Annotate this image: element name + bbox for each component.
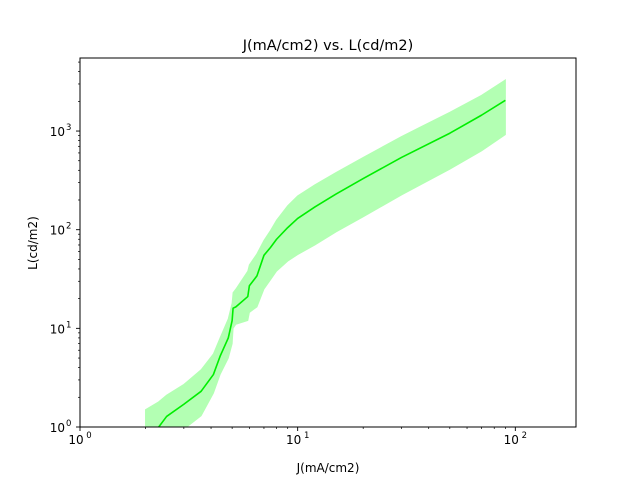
y-tick-label-exponent: 1 (66, 320, 71, 330)
x-tick-label: 10 (286, 433, 301, 447)
x-axis-label: J(mA/cm2) (296, 461, 360, 475)
chart-title: J(mA/cm2) vs. L(cd/m2) (242, 38, 414, 54)
series-line-0 (157, 99, 506, 427)
y-tick-label: 10 (50, 125, 65, 139)
series-lines (157, 99, 506, 427)
x-tick-label: 10 (504, 433, 519, 447)
y-tick-label: 10 (50, 224, 65, 238)
y-tick-label: 10 (50, 421, 65, 435)
confidence-band-0 (145, 78, 506, 427)
x-tick-label-exponent: 2 (522, 431, 527, 441)
x-tick-label-exponent: 1 (304, 431, 309, 441)
y-tick-label-exponent: 2 (66, 222, 71, 232)
y-tick-label: 10 (50, 322, 65, 336)
y-tick-label-exponent: 0 (66, 419, 71, 429)
x-tick-label-exponent: 0 (86, 431, 91, 441)
plot-frame (79, 57, 577, 428)
x-tick-label: 10 (68, 433, 83, 447)
x-axis-ticks: 10 0 10 1 10 2 (68, 427, 527, 447)
y-tick-label-exponent: 3 (66, 123, 71, 133)
y-axis-label: L(cd/m2) (26, 216, 40, 270)
confidence-bands (145, 78, 506, 427)
